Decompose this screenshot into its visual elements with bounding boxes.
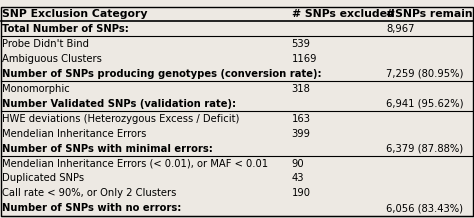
Text: 6,379 (87.88%): 6,379 (87.88%) — [386, 143, 464, 153]
Text: 90: 90 — [292, 158, 304, 169]
Text: 6,056 (83.43%): 6,056 (83.43%) — [386, 203, 463, 213]
Text: Mendelian Inheritance Errors (< 0.01), or MAF < 0.01: Mendelian Inheritance Errors (< 0.01), o… — [2, 158, 268, 169]
Text: 6,941 (95.62%): 6,941 (95.62%) — [386, 99, 464, 109]
Text: Number of SNPs with minimal errors:: Number of SNPs with minimal errors: — [2, 143, 213, 153]
Text: 399: 399 — [292, 129, 310, 139]
Text: # SNPs excluded: # SNPs excluded — [292, 9, 394, 19]
Text: 539: 539 — [292, 39, 310, 49]
Text: Call rate < 90%, or Only 2 Clusters: Call rate < 90%, or Only 2 Clusters — [2, 188, 177, 198]
Text: 1169: 1169 — [292, 54, 317, 64]
Text: 43: 43 — [292, 174, 304, 184]
Text: #SNPs remaining: #SNPs remaining — [386, 9, 474, 19]
Text: 190: 190 — [292, 188, 310, 198]
Text: 8,967: 8,967 — [386, 24, 415, 34]
Text: SNP Exclusion Category: SNP Exclusion Category — [2, 9, 148, 19]
Text: Duplicated SNPs: Duplicated SNPs — [2, 174, 84, 184]
Text: Probe Didn't Bind: Probe Didn't Bind — [2, 39, 90, 49]
Text: Monomorphic: Monomorphic — [2, 84, 70, 94]
Text: Mendelian Inheritance Errors: Mendelian Inheritance Errors — [2, 129, 147, 139]
Text: Number Validated SNPs (validation rate):: Number Validated SNPs (validation rate): — [2, 99, 237, 109]
Text: Ambiguous Clusters: Ambiguous Clusters — [2, 54, 102, 64]
Text: Number of SNPs producing genotypes (conversion rate):: Number of SNPs producing genotypes (conv… — [2, 69, 322, 79]
Text: 7,259 (80.95%): 7,259 (80.95%) — [386, 69, 464, 79]
Text: Number of SNPs with no errors:: Number of SNPs with no errors: — [2, 203, 182, 213]
Text: Total Number of SNPs:: Total Number of SNPs: — [2, 24, 129, 34]
Text: 318: 318 — [292, 84, 310, 94]
Text: 163: 163 — [292, 114, 310, 124]
Text: HWE deviations (Heterozygous Excess / Deficit): HWE deviations (Heterozygous Excess / De… — [2, 114, 240, 124]
